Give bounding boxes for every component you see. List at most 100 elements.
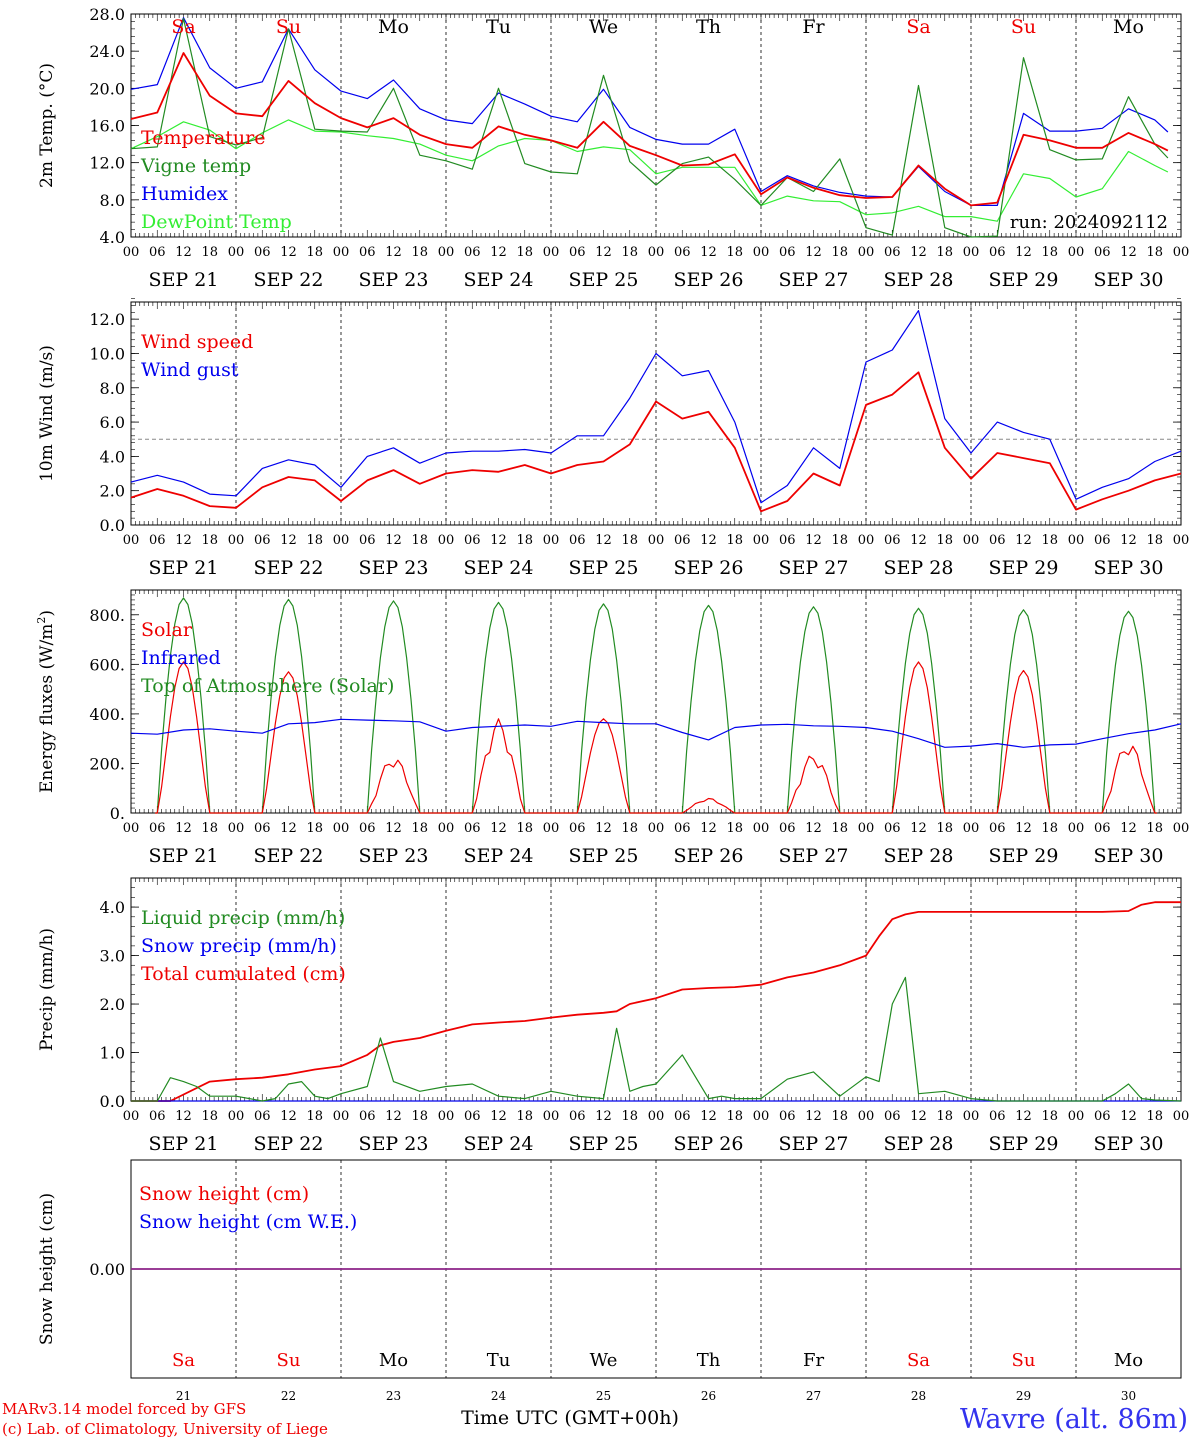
run-label: run: 2024092112: [1010, 212, 1168, 233]
panel-wind: 0.0 2.0 4.0 6.0 8.0 10.0 12.0 10m Wind (m/s) Win…: [37, 298, 1189, 579]
panel-snow: 0.00 Snow height (cm) Snow height (cm) Snow…: [37, 1159, 1182, 1403]
hour-tick-label: 06: [464, 245, 481, 260]
series-line-wind-speed: [130, 371, 1182, 513]
hour-tick-label: 12: [910, 533, 927, 548]
hour-tick-label: 18: [936, 245, 953, 260]
date-label: SEP 24: [464, 269, 534, 291]
series-line-liquid-precip-mm-h-: [131, 976, 1182, 1102]
date-label: SEP 29: [989, 845, 1059, 867]
hour-tick-label: 06: [464, 1109, 481, 1124]
y-tick-label: 8.0: [100, 191, 125, 210]
y-tick-label: 0.0: [100, 516, 125, 535]
date-label: SEP 24: [464, 557, 534, 579]
hour-tick-label: 12: [280, 1109, 297, 1124]
date-label: SEP 28: [884, 845, 954, 867]
date-label: SEP 21: [149, 845, 219, 867]
hour-tick-label: 06: [569, 533, 586, 548]
hour-tick-label: 12: [1120, 1109, 1137, 1124]
hour-tick-label: 18: [621, 821, 638, 836]
hour-tick-label: 00: [753, 1109, 770, 1124]
day-number-label: 28: [911, 1389, 926, 1403]
hour-tick-label: 18: [831, 1109, 848, 1124]
hour-tick-label: 06: [254, 821, 271, 836]
hour-tick-label: 18: [1146, 533, 1163, 548]
hour-tick-label: 18: [936, 1109, 953, 1124]
hour-tick-label: 12: [490, 821, 507, 836]
hour-tick-label: 00: [963, 245, 980, 260]
y-tick-label: 0.0: [100, 1092, 125, 1111]
hour-tick-label: 00: [333, 245, 350, 260]
day-number-label: 21: [176, 1389, 191, 1403]
hour-tick-label: 06: [1094, 533, 1111, 548]
day-name-label: Tu: [486, 16, 511, 38]
hour-tick-label: 12: [700, 245, 717, 260]
hour-tick-label: 00: [333, 533, 350, 548]
day-name-label: Fr: [803, 1350, 824, 1371]
hour-tick-label: 00: [123, 245, 140, 260]
legend-entry: Vigne temp: [140, 155, 251, 177]
hour-tick-label: 00: [543, 533, 560, 548]
hour-tick-label: 00: [438, 533, 455, 548]
hour-tick-label: 18: [1146, 821, 1163, 836]
hour-tick-label: 06: [884, 821, 901, 836]
hour-tick-label: 18: [306, 1109, 323, 1124]
day-number-label: 29: [1016, 1389, 1031, 1403]
hour-tick-label: 12: [1015, 533, 1032, 548]
hour-tick-label: 12: [385, 533, 402, 548]
y-axis-label: Snow height (cm): [37, 1193, 57, 1345]
footer: MARv3.14 model forced by GFS (c) Lab. of …: [2, 1400, 1188, 1438]
hour-tick-label: 00: [123, 533, 140, 548]
hour-tick-label: 18: [516, 821, 533, 836]
date-label: SEP 22: [254, 845, 324, 867]
y-tick-label: 400.: [89, 705, 125, 724]
hour-tick-label: 12: [385, 245, 402, 260]
date-label: SEP 23: [359, 1133, 429, 1155]
hour-tick-label: 06: [254, 533, 271, 548]
date-label: SEP 24: [464, 845, 534, 867]
hour-tick-label: 06: [884, 245, 901, 260]
y-tick-label: 200.: [89, 754, 125, 773]
y-tick-label: 3.0: [100, 947, 125, 966]
y-tick-label: 28.0: [89, 5, 125, 24]
hour-tick-label: 12: [700, 533, 717, 548]
hour-tick-label: 18: [411, 821, 428, 836]
day-number-label: 26: [701, 1389, 716, 1403]
day-name-label: Su: [276, 16, 301, 38]
y-tick-label: 800.: [89, 606, 125, 625]
hour-tick-label: 12: [280, 533, 297, 548]
day-name-label: Sa: [171, 16, 195, 38]
y-tick-label: 24.0: [89, 42, 125, 61]
hour-tick-label: 06: [989, 821, 1006, 836]
hour-tick-label: 06: [779, 245, 796, 260]
y-tick-label: 12.0: [89, 154, 125, 173]
y-axis-label-superscript: 2: [35, 617, 48, 624]
legend-entry: Snow precip (mm/h): [141, 935, 337, 957]
date-label: SEP 26: [674, 1133, 744, 1155]
model-credit: MARv3.14 model forced by GFS: [2, 1400, 246, 1418]
hour-tick-label: 12: [805, 821, 822, 836]
hour-tick-label: 06: [1094, 821, 1111, 836]
hour-tick-label: 06: [359, 1109, 376, 1124]
hour-tick-label: 00: [858, 821, 875, 836]
hour-tick-label: 12: [1015, 245, 1032, 260]
y-tick-label: 0.00: [89, 1260, 125, 1279]
date-label: SEP 27: [779, 557, 849, 579]
hour-tick-label: 06: [674, 1109, 691, 1124]
hour-tick-label: 06: [149, 245, 166, 260]
day-number-label: 23: [386, 1389, 401, 1403]
y-tick-label: 16.0: [89, 117, 125, 136]
hour-tick-label: 06: [779, 533, 796, 548]
hour-tick-label: 18: [306, 821, 323, 836]
hour-tick-label: 00: [963, 1109, 980, 1124]
hour-tick-label: 12: [910, 1109, 927, 1124]
hour-tick-label: 00: [438, 245, 455, 260]
hour-tick-label: 06: [1094, 245, 1111, 260]
hour-tick-label: 18: [1146, 245, 1163, 260]
hour-tick-label: 06: [569, 245, 586, 260]
hour-tick-label: 18: [936, 533, 953, 548]
series-line-temperature: [130, 52, 1169, 207]
hour-tick-label: 00: [543, 245, 560, 260]
hour-tick-label: 00: [123, 1109, 140, 1124]
hour-tick-label: 12: [595, 533, 612, 548]
hour-tick-label: 18: [1041, 533, 1058, 548]
